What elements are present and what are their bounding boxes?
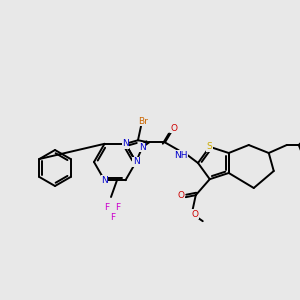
Text: F: F [104,203,110,212]
Text: N: N [122,139,129,148]
Text: N: N [139,143,146,152]
Text: NH: NH [174,151,188,160]
Text: F: F [110,212,116,221]
Text: N: N [133,158,140,166]
Text: S: S [207,142,213,151]
Text: O: O [191,210,198,219]
Text: N: N [101,176,108,185]
Text: O: O [170,124,177,133]
Text: Br: Br [138,117,148,126]
Text: F: F [116,203,121,212]
Text: O: O [177,191,184,200]
